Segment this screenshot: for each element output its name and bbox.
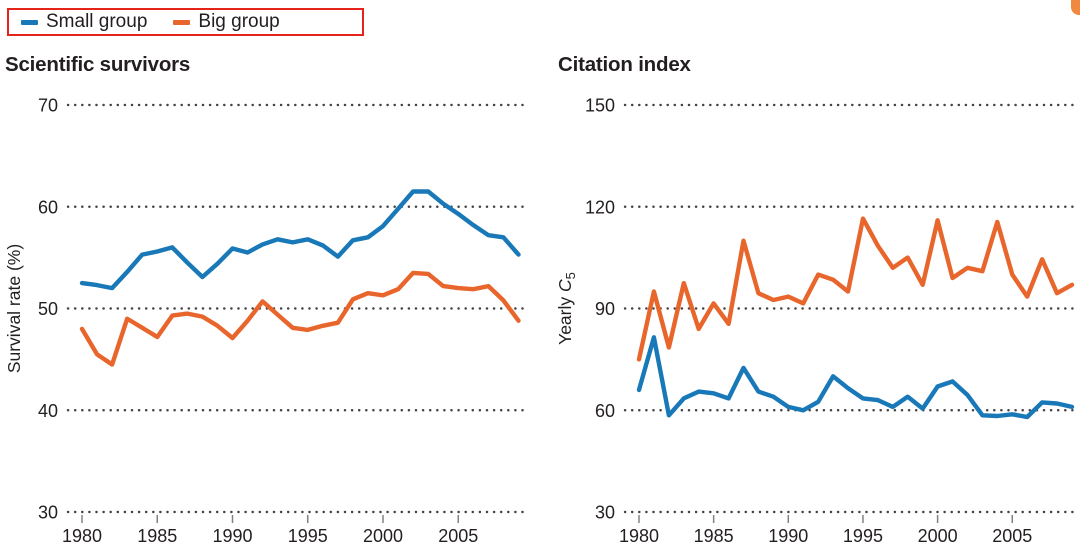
x-tick-label: 2005 bbox=[438, 526, 478, 546]
y-tick-label: 40 bbox=[38, 401, 58, 421]
x-tick-label: 1995 bbox=[288, 526, 328, 546]
x-tick-label: 2000 bbox=[363, 526, 403, 546]
y-tick-label: 30 bbox=[595, 503, 615, 523]
chart-panel-0: 30 40 50 60 70 1980 1985 1990 1995 2000 2005 Surviv… bbox=[4, 96, 525, 546]
x-tick-label: 1990 bbox=[768, 526, 808, 546]
x-tick-label: 1985 bbox=[694, 526, 734, 546]
x-tick-label: 1980 bbox=[619, 526, 659, 546]
chart-panel-1: 30 60 90 120 150 1980 1985 1990 1995 2000 2005 Year… bbox=[555, 96, 1080, 546]
series-line-small-group bbox=[79, 189, 521, 291]
chart-title-scientific-survivors: Scientific survivors bbox=[5, 53, 191, 76]
legend-swatch-big-group-icon bbox=[173, 19, 191, 25]
y-tick-label: 150 bbox=[585, 96, 615, 116]
y-axis-label: Yearly C5 bbox=[555, 272, 578, 345]
x-tick-label: 1990 bbox=[212, 526, 252, 546]
x-tick-label: 1980 bbox=[62, 526, 102, 546]
legend-item-small-group: Small group bbox=[21, 12, 147, 32]
legend-swatch-small-group-icon bbox=[21, 19, 38, 25]
corner-tab-decoration bbox=[1071, 0, 1080, 15]
y-tick-label: 30 bbox=[38, 503, 58, 523]
x-tick-label: 1995 bbox=[843, 526, 883, 546]
y-tick-label: 60 bbox=[38, 197, 58, 217]
y-tick-label: 90 bbox=[595, 299, 615, 319]
y-axis-label: Survival rate (%) bbox=[4, 244, 24, 373]
legend: Small group Big group bbox=[7, 8, 364, 36]
y-tick-label: 70 bbox=[38, 96, 58, 116]
y-tick-label: 120 bbox=[585, 197, 615, 217]
y-tick-label: 50 bbox=[38, 299, 58, 319]
legend-label-small-group: Small group bbox=[46, 11, 148, 32]
series-line-small-group bbox=[636, 335, 1075, 420]
series-line-big-group bbox=[79, 270, 521, 367]
y-tick-label: 60 bbox=[595, 401, 615, 421]
legend-item-big-group: Big group bbox=[173, 11, 280, 32]
legend-label-big-group: Big group bbox=[198, 11, 280, 32]
x-tick-label: 1985 bbox=[137, 526, 177, 546]
chart-title-citation-index: Citation index bbox=[558, 53, 691, 76]
series-line-big-group bbox=[636, 216, 1075, 362]
x-tick-label: 2005 bbox=[992, 526, 1032, 546]
x-tick-label: 2000 bbox=[918, 526, 958, 546]
